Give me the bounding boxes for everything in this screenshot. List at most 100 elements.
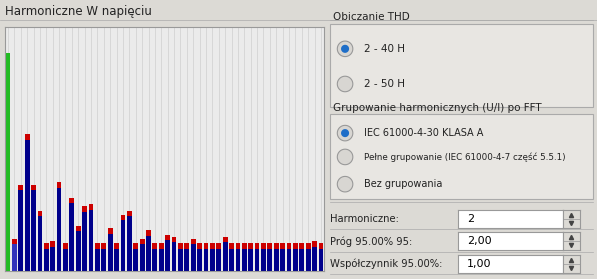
Bar [274, 249, 279, 271]
Bar [165, 240, 170, 271]
Bar [38, 211, 42, 216]
Bar [236, 249, 241, 271]
Bar [191, 239, 196, 244]
Bar [12, 239, 17, 244]
Bar [300, 249, 304, 271]
Bar [293, 243, 298, 249]
Text: Próg 95.00% 95:: Próg 95.00% 95: [330, 236, 413, 247]
Bar [255, 243, 260, 249]
Bar [127, 216, 132, 271]
Bar [216, 243, 221, 249]
Bar [101, 249, 106, 271]
Text: IEC 61000-4-30 KLASA A: IEC 61000-4-30 KLASA A [364, 128, 484, 138]
Bar [69, 203, 74, 271]
Bar [319, 243, 324, 249]
Bar [191, 244, 196, 271]
Bar [242, 249, 247, 271]
Bar [108, 228, 113, 234]
Bar [146, 236, 151, 271]
Bar [133, 243, 138, 249]
Bar [178, 249, 183, 271]
Bar [267, 249, 272, 271]
Bar [216, 249, 221, 271]
Text: Harmoniczne:: Harmoniczne: [330, 214, 399, 224]
Bar [159, 243, 164, 249]
Bar [24, 140, 29, 271]
Bar [133, 249, 138, 271]
Bar [306, 243, 310, 249]
Bar [140, 244, 144, 271]
Bar [31, 190, 36, 271]
Bar [319, 249, 324, 271]
Bar [178, 243, 183, 249]
Bar [31, 184, 36, 190]
Bar [300, 243, 304, 249]
Bar [248, 243, 253, 249]
Bar [172, 242, 177, 271]
Bar [121, 215, 125, 220]
Bar [274, 243, 279, 249]
Bar [95, 249, 100, 271]
Bar [287, 243, 291, 249]
Text: 2,00: 2,00 [467, 236, 491, 246]
Bar [88, 204, 93, 210]
Bar [69, 198, 74, 203]
Bar [57, 188, 61, 271]
Bar [101, 243, 106, 249]
Bar [44, 249, 49, 271]
Text: 2 - 50 H: 2 - 50 H [364, 79, 405, 89]
Bar [63, 249, 68, 271]
Bar [184, 243, 189, 249]
Bar [229, 243, 234, 249]
Bar [223, 242, 227, 271]
Bar [24, 134, 29, 140]
Bar [197, 249, 202, 271]
Text: Pełne grupowanie (IEC 61000-4-7 część 5.5.1): Pełne grupowanie (IEC 61000-4-7 część 5.… [364, 152, 566, 162]
Bar [114, 243, 119, 249]
Bar [140, 239, 144, 244]
Bar [19, 184, 23, 190]
Bar [204, 243, 208, 249]
Bar [184, 249, 189, 271]
Text: Harmoniczne W napięciu: Harmoniczne W napięciu [5, 5, 152, 18]
Bar [5, 53, 10, 271]
Bar [19, 190, 23, 271]
Bar [312, 241, 317, 247]
Bar [210, 243, 215, 249]
Bar [267, 243, 272, 249]
Bar [88, 210, 93, 271]
Bar [152, 249, 157, 271]
Text: 2 - 40 H: 2 - 40 H [364, 44, 405, 54]
Bar [261, 243, 266, 249]
Bar [312, 247, 317, 271]
Text: Grupowanie harmonicznych (U/I) po FFT: Grupowanie harmonicznych (U/I) po FFT [333, 103, 541, 113]
Text: 1,00: 1,00 [467, 259, 491, 269]
Bar [44, 243, 49, 249]
Bar [108, 234, 113, 271]
Bar [146, 230, 151, 236]
Bar [127, 211, 132, 216]
Bar [63, 243, 68, 249]
Bar [76, 231, 81, 271]
Bar [255, 249, 260, 271]
Bar [223, 237, 227, 242]
Bar [165, 235, 170, 240]
Bar [50, 247, 55, 271]
Bar [197, 243, 202, 249]
Bar [172, 237, 177, 242]
Bar [280, 243, 285, 249]
Bar [280, 249, 285, 271]
Text: Obiczanie THD: Obiczanie THD [333, 12, 410, 22]
Bar [210, 249, 215, 271]
Bar [121, 220, 125, 271]
Bar [204, 249, 208, 271]
Bar [229, 249, 234, 271]
Bar [236, 243, 241, 249]
Bar [261, 249, 266, 271]
Bar [76, 226, 81, 231]
Bar [306, 249, 310, 271]
Bar [38, 216, 42, 271]
Text: 2: 2 [467, 214, 474, 224]
Text: Współczynnik 95.00%:: Współczynnik 95.00%: [330, 258, 442, 269]
Bar [50, 241, 55, 247]
